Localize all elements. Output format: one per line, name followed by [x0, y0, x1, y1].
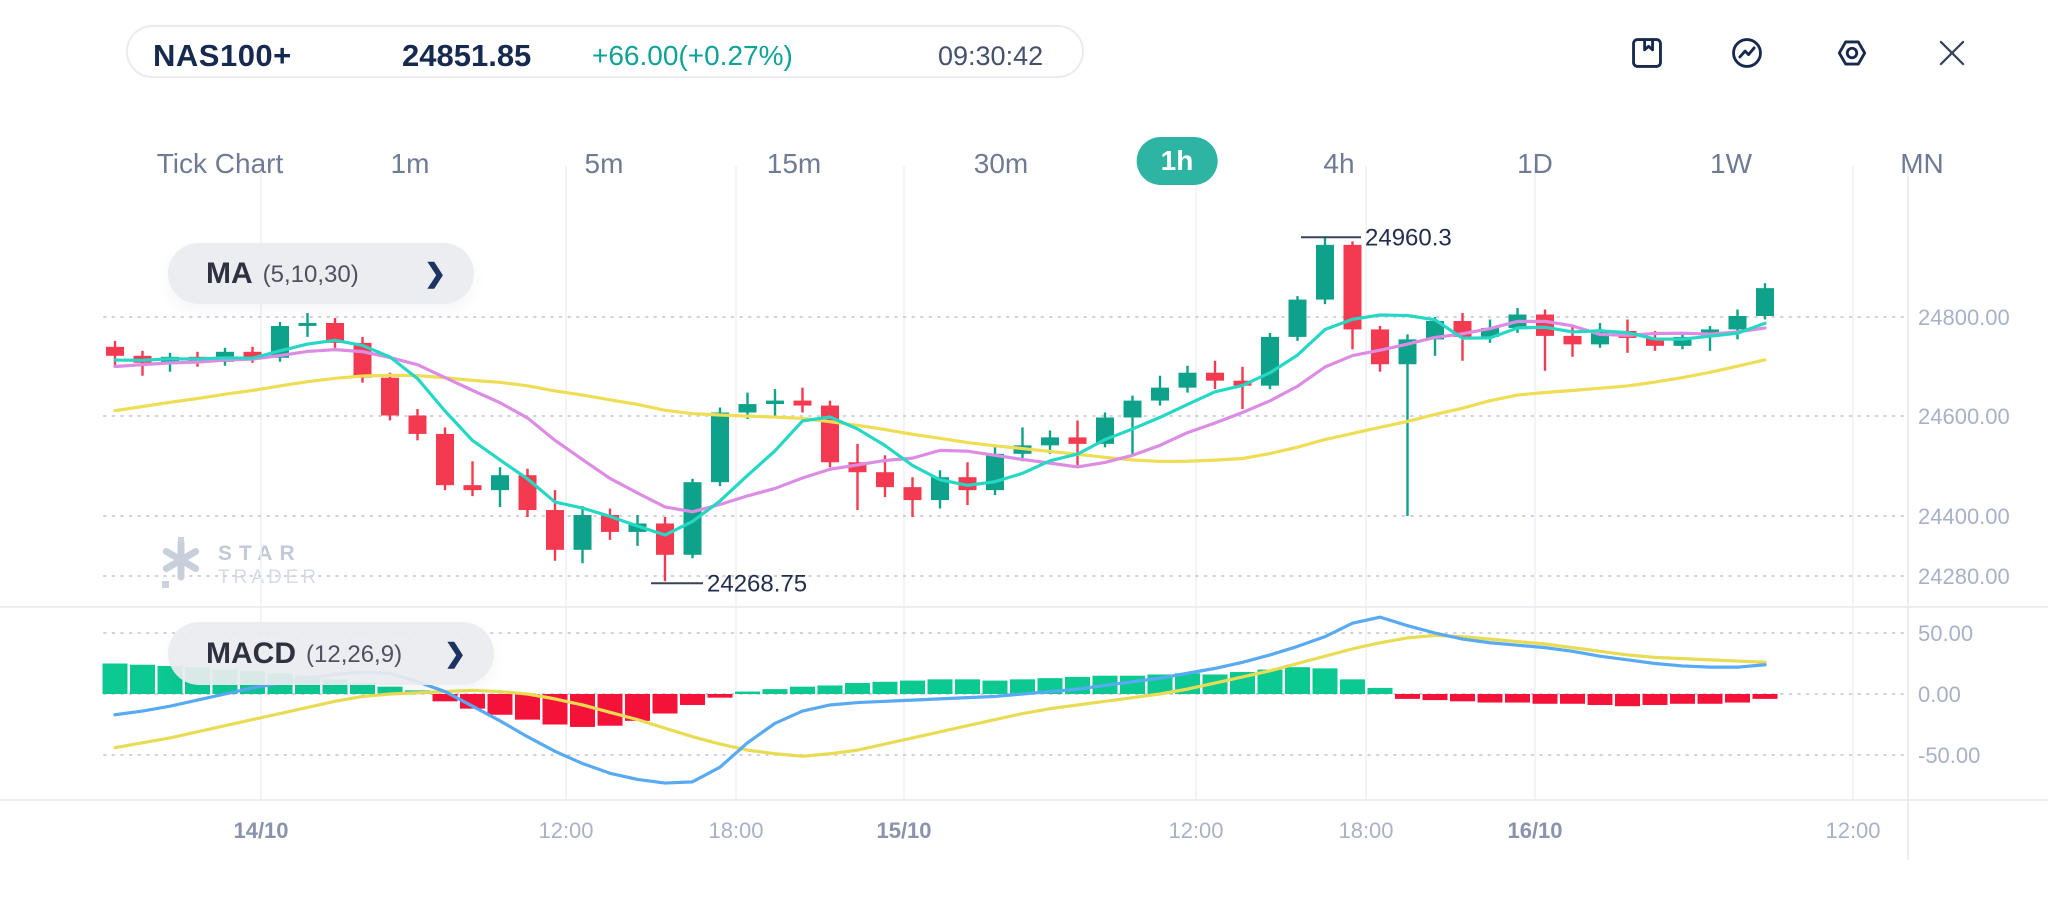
tab-1m[interactable]: 1m	[390, 148, 430, 179]
ma-indicator-name: MA	[206, 256, 253, 290]
tab-5m[interactable]: 5m	[584, 148, 624, 179]
price-axis-label: -50.00	[1918, 743, 1980, 768]
x-axis-label: 15/10	[876, 818, 931, 843]
price-axis-label: 24800.00	[1918, 305, 2010, 330]
watermark-line1: STAR	[218, 542, 302, 565]
tab-1h-active[interactable]: 1h	[1136, 137, 1218, 185]
price-axis-label: 0.00	[1918, 682, 1961, 707]
settings-hexagon-icon[interactable]	[1833, 34, 1871, 72]
x-axis-label: 12:00	[538, 818, 593, 843]
price-axis-label: 24400.00	[1918, 504, 2010, 529]
tab-4h[interactable]: 4h	[1323, 148, 1355, 179]
price-axis-label: 24280.00	[1918, 564, 2010, 589]
x-axis-label: 16/10	[1507, 818, 1562, 843]
indicator-trend-icon[interactable]	[1728, 34, 1766, 72]
tab-mn[interactable]: MN	[1900, 148, 1944, 179]
quote-time: 09:30:42	[938, 41, 1044, 71]
tab-tick-chart[interactable]: Tick Chart	[156, 148, 284, 179]
ma30-line	[113, 358, 1767, 464]
x-axis-label: 12:00	[1825, 818, 1880, 843]
macd-signal-line	[113, 633, 1767, 758]
tab-30m[interactable]: 30m	[973, 148, 1029, 179]
bookmark-icon[interactable]	[1628, 34, 1666, 72]
low-annotation: 24268.75	[707, 570, 807, 597]
x-axis-label: 14/10	[233, 818, 288, 843]
x-axis-label: 18:00	[1338, 818, 1393, 843]
x-axis-label: 18:00	[708, 818, 763, 843]
chevron-right-icon: ❯	[424, 258, 446, 288]
tab-1w[interactable]: 1W	[1710, 148, 1752, 179]
ma5-line	[113, 313, 1767, 537]
last-price: 24851.85	[402, 38, 532, 73]
axis-labels: 24800.00 24600.00 24400.00 24280.00 50.00 0.0…	[233, 305, 2009, 843]
macd-indicator-pill[interactable]: MACD (12,26,9) ❯	[168, 622, 494, 685]
ma-indicator-pill[interactable]: MA (5,10,30) ❯	[168, 243, 474, 304]
quote-header: NAS100+ 24851.85 +66.00(+0.27%) 09:30:42	[126, 25, 1084, 78]
price-axis-label: 24600.00	[1918, 404, 2010, 429]
close-icon[interactable]	[1933, 34, 1971, 72]
x-axis-label: 12:00	[1168, 818, 1223, 843]
ma-indicator-params: (5,10,30)	[262, 261, 359, 288]
star-trader-watermark: STAR TRADER	[158, 536, 321, 594]
watermark-line2: TRADER	[218, 567, 321, 588]
macd-indicator-name: MACD	[206, 636, 296, 670]
symbol-name: NAS100+	[153, 38, 292, 73]
macd-histogram	[102, 663, 1778, 727]
ma-lines	[113, 313, 1767, 537]
chevron-right-icon: ❯	[444, 638, 466, 668]
tab-1d[interactable]: 1D	[1517, 148, 1553, 179]
price-change: +66.00(+0.27%)	[592, 40, 793, 71]
macd-indicator-params: (12,26,9)	[306, 641, 403, 668]
star-logo-icon	[158, 536, 204, 594]
price-axis-label: 50.00	[1918, 621, 1973, 646]
annotations: 24960.3 24268.75	[651, 224, 1452, 597]
tab-15m[interactable]: 15m	[766, 148, 822, 179]
high-annotation: 24960.3	[1365, 224, 1452, 251]
